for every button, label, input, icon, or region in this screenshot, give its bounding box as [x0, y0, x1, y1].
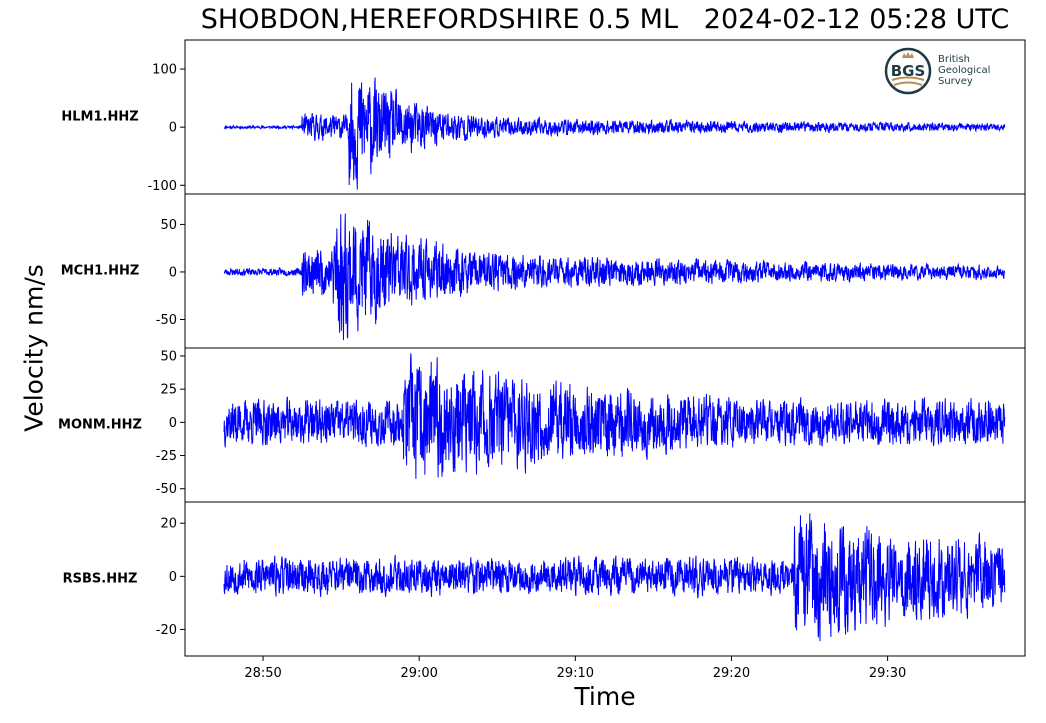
y-tick-label: 0 [169, 570, 177, 585]
y-tick-label: 0 [169, 265, 177, 280]
x-axis-label: Time [574, 682, 636, 711]
y-tick-label: -100 [147, 179, 177, 194]
chart-title: SHOBDON,HEREFORDSHIRE 0.5 ML 2024-02-12 … [200, 4, 1010, 35]
y-tick-label: 20 [160, 517, 177, 532]
y-tick-label: 100 [152, 63, 177, 78]
waveform-rsbs-hhz [223, 513, 1006, 642]
logo-strata-line [893, 81, 923, 86]
y-tick-label: 50 [160, 349, 177, 364]
y-tick-label: 25 [160, 383, 177, 398]
logo-org-name: Geological [938, 65, 990, 76]
x-tick-label: 29:10 [557, 666, 594, 681]
y-tick-label: 0 [169, 121, 177, 136]
logo-org-name: Survey [938, 76, 973, 87]
panel-frame [184, 501, 1026, 657]
channel-label: RSBS.HHZ [62, 571, 138, 587]
y-tick-label: 0 [169, 416, 177, 431]
waveform-monm-hhz [223, 353, 1006, 479]
y-tick-label: -20 [156, 623, 177, 638]
logo-org-name: British [938, 54, 970, 65]
y-tick-label: -25 [156, 449, 177, 464]
y-tick-label: 50 [160, 218, 177, 233]
logo-strata-line [891, 76, 925, 81]
x-tick-label: 28:50 [244, 666, 281, 681]
bgs-logo-icon [884, 47, 932, 95]
x-tick-label: 29:00 [400, 666, 437, 681]
channel-label: MONM.HHZ [58, 417, 142, 433]
x-tick-label: 29:30 [869, 666, 906, 681]
y-tick-label: -50 [156, 313, 177, 328]
channel-label: HLM1.HHZ [61, 109, 139, 125]
y-tick-label: -50 [156, 482, 177, 497]
crown-icon [902, 52, 914, 58]
channel-label: MCH1.HHZ [60, 263, 140, 279]
x-tick-label: 29:20 [713, 666, 750, 681]
logo-wordmark: BGS [891, 62, 926, 80]
waveform-hlm1-hhz [223, 77, 1006, 190]
waveform-mch1-hhz [223, 213, 1006, 341]
